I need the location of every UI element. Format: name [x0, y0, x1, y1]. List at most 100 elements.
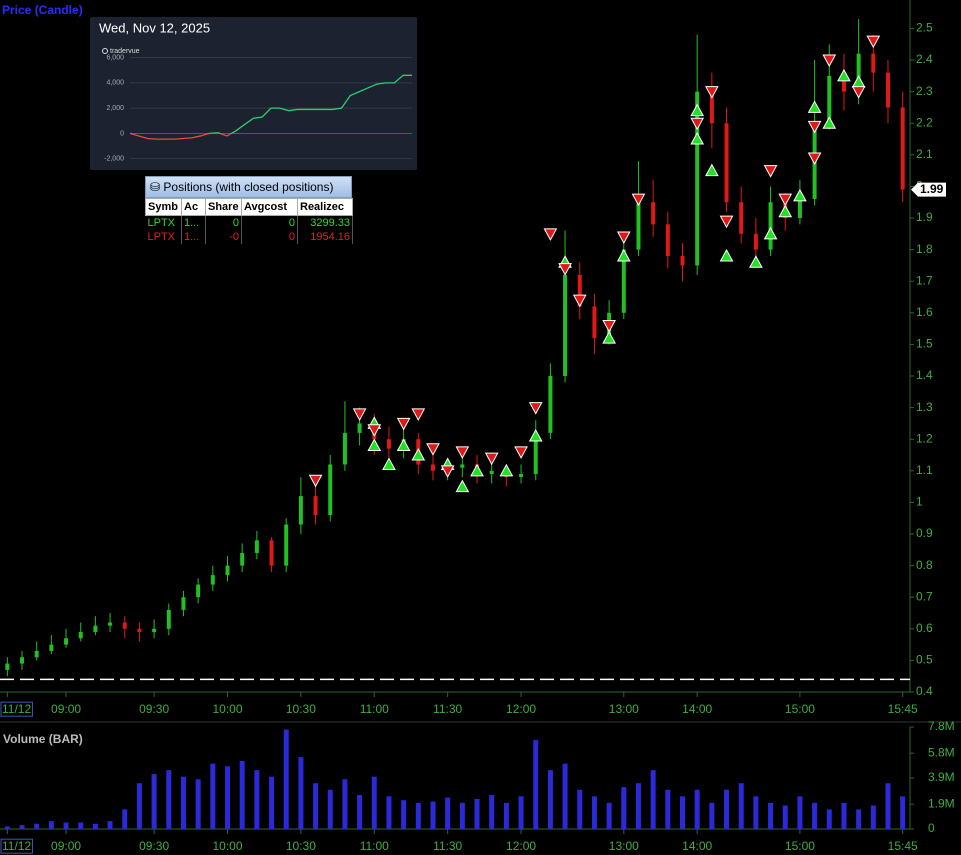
y-tick-label: 1.9: [916, 210, 933, 224]
volume-bar: [841, 802, 847, 829]
y-tick-label: 1.1: [916, 463, 933, 477]
y-tick-label: 0: [928, 821, 935, 835]
inset-title: Wed, Nov 12, 2025: [99, 20, 210, 35]
volume-bar: [709, 802, 715, 829]
x-tick-label: 15:45: [888, 839, 918, 853]
sell-marker: [543, 228, 558, 241]
candle-body: [724, 123, 729, 203]
x-tick-label: 09:30: [139, 839, 169, 853]
volume-bar: [136, 783, 142, 829]
volume-bar: [4, 826, 10, 829]
candle-body: [34, 650, 39, 658]
candle-body: [665, 224, 670, 256]
positions-panel: ⛁ Positions (with closed positions) Symb…: [145, 176, 353, 244]
x-tick-label: 12:00: [506, 839, 536, 853]
y-tick-label: 1.7: [916, 273, 933, 287]
y-tick-label: 1.4: [916, 368, 933, 382]
y-tick-label: 1.2: [916, 431, 933, 445]
y-tick-label: 0: [120, 130, 124, 137]
y-tick-label: 1.9M: [928, 796, 955, 810]
sell-marker: [705, 86, 719, 99]
candle-body: [313, 496, 318, 516]
sell-marker: [528, 402, 543, 415]
candle-body: [298, 496, 303, 525]
buy-marker: [411, 447, 426, 461]
date-box: [0, 701, 33, 717]
buy-marker: [837, 68, 851, 82]
sell-marker: [851, 86, 866, 99]
volume-bar: [195, 779, 201, 829]
volume-bar: [386, 796, 392, 829]
icon: ⛁: [150, 180, 164, 194]
y-tick-label: 0.5: [916, 653, 933, 667]
column-header[interactable]: Realizec: [297, 198, 353, 216]
buy-marker: [851, 75, 866, 88]
volume-bar: [885, 783, 891, 829]
volume-bar: [239, 761, 245, 829]
candle-body: [64, 638, 69, 645]
buy-marker: [705, 163, 719, 177]
sell-marker: [426, 443, 440, 456]
y-tick-label: 3.9M: [928, 770, 955, 784]
date-box: [0, 838, 33, 854]
candle-body: [768, 202, 773, 250]
last-price-label: 1.99: [920, 182, 944, 196]
position-row[interactable]: LPTX 1... 0 0 3299.33: [145, 215, 353, 230]
position-row[interactable]: LPTX 1... -0 0 1954.16: [145, 230, 353, 244]
candle-body: [695, 91, 700, 266]
candle-body: [78, 631, 83, 639]
y-tick-label: 1.8: [916, 242, 933, 256]
volume-bar: [166, 770, 172, 829]
y-tick-label: 2.4: [916, 52, 933, 66]
x-tick-label: 11/12: [2, 702, 31, 716]
candle-body: [284, 524, 289, 566]
volume-bar: [225, 766, 230, 829]
volume-bar: [503, 802, 509, 829]
y-tick-label: 0.9: [916, 526, 933, 540]
candle-body: [753, 233, 758, 250]
cell: 1...: [181, 230, 206, 244]
volume-bar: [635, 783, 641, 829]
volume-bar: [298, 757, 304, 829]
x-tick-label: 11:00: [360, 839, 389, 853]
cell: 0: [241, 230, 298, 244]
candle-body: [885, 72, 890, 108]
sell-marker: [455, 446, 470, 459]
column-header[interactable]: Ac: [181, 198, 206, 216]
candle-body: [328, 464, 333, 516]
sell-marker: [558, 263, 572, 276]
volume-bar: [782, 805, 788, 829]
candle-body: [210, 575, 215, 585]
y-tick-label: 2,000: [106, 105, 124, 112]
y-tick-label: 0.4: [916, 684, 933, 698]
buy-marker: [499, 463, 514, 477]
sell-marker: [822, 54, 837, 68]
candle-body: [871, 53, 876, 73]
column-header[interactable]: Avgcost: [241, 198, 298, 216]
y-tick-label: 6,000: [106, 54, 124, 61]
column-header[interactable]: Symb: [145, 198, 182, 216]
x-tick-label: 15:00: [785, 839, 815, 853]
y-tick-label: 5.8M: [928, 745, 955, 759]
sell-marker: [602, 319, 616, 333]
volume-bar: [870, 805, 876, 829]
x-tick-label: 13:00: [609, 702, 639, 716]
candle-body: [240, 552, 245, 566]
candle-body: [856, 53, 861, 92]
x-tick-label: 15:45: [888, 702, 918, 716]
x-tick-label: 10:30: [286, 702, 316, 716]
volume-bar: [606, 802, 612, 829]
buy-marker: [528, 429, 543, 442]
candle-body: [797, 199, 802, 219]
candle-body: [563, 274, 568, 377]
y-tick-label: 4,000: [106, 80, 124, 87]
column-header[interactable]: Share: [205, 198, 242, 216]
x-tick-label: 09:00: [51, 839, 81, 853]
volume-bar: [415, 802, 421, 829]
volume-bar: [694, 789, 700, 829]
volume-bar: [665, 789, 671, 829]
buy-marker: [690, 103, 705, 117]
candle-body: [651, 202, 656, 225]
candle-body: [225, 565, 230, 576]
volume-bar: [591, 796, 597, 829]
